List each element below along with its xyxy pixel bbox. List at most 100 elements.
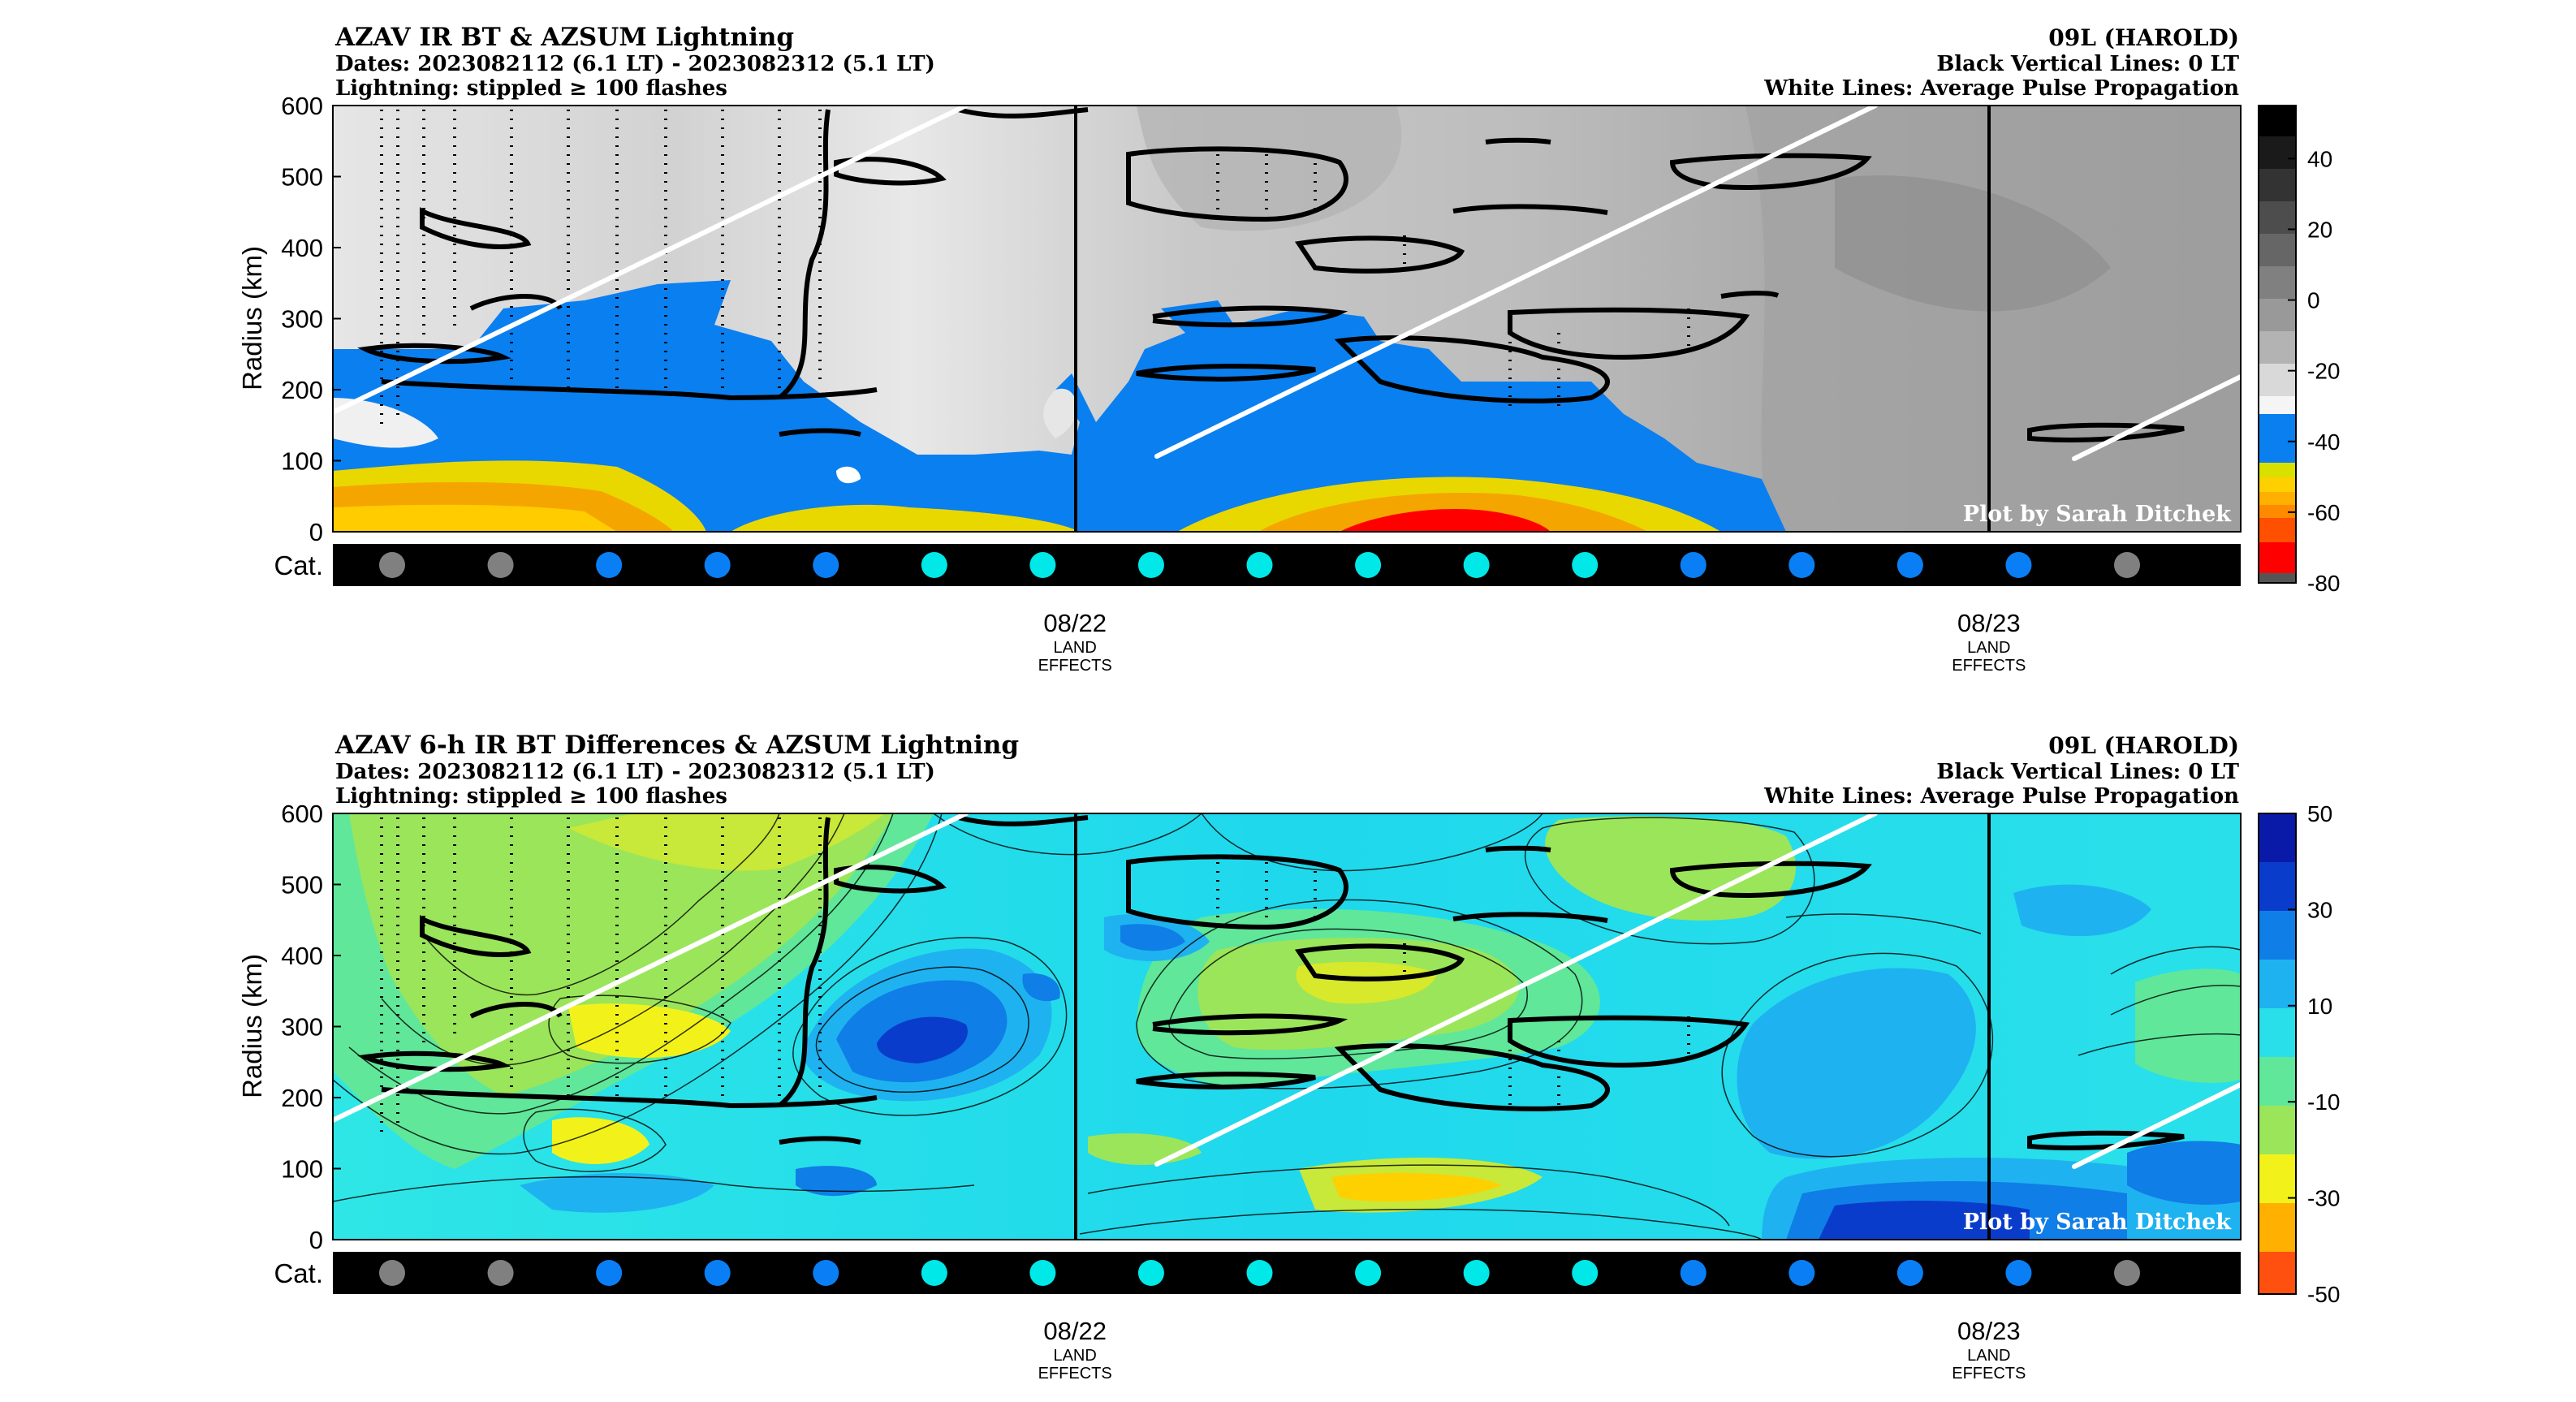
storm-name: 09L (HAROLD) [2048, 732, 2239, 759]
category-dot [1680, 552, 1707, 578]
category-dot [487, 1260, 514, 1286]
category-dot [1355, 552, 1382, 578]
colorbar-tick-label: 20 [2307, 217, 2332, 242]
x-tick-sublabel: EFFECTS [1038, 657, 1112, 675]
colorbar-tick-label: -60 [2307, 500, 2340, 525]
category-dot [2114, 552, 2140, 578]
y-tick-label: 200 [281, 1084, 323, 1112]
category-dots [379, 1260, 2140, 1286]
lightning-note: Lightning: stippled ≥ 100 flashes [335, 784, 727, 809]
chart-title: AZAV IR BT & AZSUM Lightning [334, 23, 794, 52]
y-tick-label: 600 [281, 92, 323, 120]
lightning-note: Lightning: stippled ≥ 100 flashes [335, 76, 727, 101]
colorbar-tick-label: -10 [2307, 1089, 2340, 1115]
chart-title: AZAV 6-h IR BT Differences & AZSUM Light… [334, 731, 1019, 760]
category-dot [1572, 552, 1599, 578]
category-dot [1029, 552, 1056, 578]
category-dot [596, 1260, 623, 1286]
cat-label: Cat. [274, 1258, 323, 1288]
category-dot [379, 552, 405, 578]
category-dot [487, 552, 514, 578]
category-dot [813, 552, 839, 578]
colorbar: 40 20 0 -20 -40 -60 -80 [2258, 105, 2340, 596]
category-dot [921, 1260, 947, 1286]
x-tick-sublabel: LAND [1967, 1347, 2010, 1365]
y-tick-label: 300 [281, 305, 323, 334]
category-dot [1572, 1260, 1599, 1286]
dates-text: Dates: 2023082112 (6.1 LT) - 2023082312 … [335, 760, 935, 784]
y-tick-label: 600 [281, 800, 323, 828]
colorbar: 50 30 10 -10 -30 -50 [2258, 801, 2340, 1307]
y-tick-label: 500 [281, 163, 323, 192]
white-lines-note: White Lines: Average Pulse Propagation [1763, 76, 2239, 101]
panel-ir-bt: AZAV IR BT & AZSUM Lightning Dates: 2023… [237, 23, 2340, 675]
black-lines-note: Black Vertical Lines: 0 LT [1936, 760, 2239, 784]
x-tick-sublabel: LAND [1053, 1347, 1096, 1365]
category-dot [596, 552, 623, 578]
category-dot [1789, 1260, 1815, 1286]
x-tick-label: 08/22 [1043, 1317, 1107, 1345]
x-tick-label: 08/23 [1957, 1317, 2021, 1345]
category-dot [1463, 1260, 1490, 1286]
x-tick-sublabel: EFFECTS [1038, 1365, 1112, 1383]
y-tick-label: 300 [281, 1013, 323, 1042]
category-dot [2005, 1260, 2032, 1286]
x-tick-label: 08/22 [1043, 609, 1107, 637]
black-lines-note: Black Vertical Lines: 0 LT [1936, 52, 2239, 76]
colorbar-tick-label: -50 [2307, 1282, 2340, 1307]
ir-bt-difference-field: Plot by Sarah Ditchek [333, 813, 2241, 1240]
y-tick-label: 100 [281, 447, 323, 476]
y-tick-label: 0 [309, 518, 323, 546]
category-dot [1680, 1260, 1707, 1286]
panel-ir-bt-differences: AZAV 6-h IR BT Differences & AZSUM Light… [237, 731, 2340, 1383]
x-tick-sublabel: LAND [1967, 639, 2010, 657]
y-tick-label: 400 [281, 234, 323, 262]
category-dot [921, 552, 947, 578]
category-dot [1896, 1260, 1923, 1286]
colorbar-tick-label: 0 [2307, 288, 2320, 313]
category-dot [1246, 1260, 1273, 1286]
x-tick-sublabel: EFFECTS [1952, 657, 2026, 675]
category-dot [1463, 552, 1490, 578]
category-dot [704, 1260, 731, 1286]
colorbar-tick-label: 10 [2307, 994, 2332, 1019]
colorbar-tick-label: 40 [2307, 146, 2332, 171]
category-dot [1789, 552, 1815, 578]
dates-text: Dates: 2023082112 (6.1 LT) - 2023082312 … [335, 52, 935, 76]
y-axis-label: Radius (km) [237, 246, 267, 390]
category-dot [1137, 552, 1164, 578]
colorbar-tick-label: 30 [2307, 897, 2332, 922]
category-dot [1029, 1260, 1056, 1286]
storm-name: 09L (HAROLD) [2048, 24, 2239, 51]
category-dot [1896, 552, 1923, 578]
category-dot [2114, 1260, 2140, 1286]
category-dot [704, 552, 731, 578]
y-axis: 0 100 200 300 400 500 600 [281, 800, 341, 1254]
x-tick-sublabel: EFFECTS [1952, 1365, 2026, 1383]
y-axis-label: Radius (km) [237, 954, 267, 1098]
cat-label: Cat. [274, 550, 323, 580]
y-tick-label: 0 [309, 1226, 323, 1254]
colorbar-tick-label: -40 [2307, 429, 2340, 455]
category-dot [813, 1260, 839, 1286]
y-tick-label: 200 [281, 376, 323, 404]
category-dots [379, 552, 2140, 578]
y-tick-labels: 0 100 200 300 400 500 600 [281, 800, 341, 1254]
colorbar-tick-label: -80 [2307, 571, 2340, 596]
colorbar-tick-label: 50 [2307, 801, 2332, 826]
white-lines-note: White Lines: Average Pulse Propagation [1763, 784, 2239, 809]
y-tick-labels: 0 100 200 300 400 500 600 [281, 92, 341, 546]
credit-text: Plot by Sarah Ditchek [1963, 1210, 2233, 1235]
y-tick-label: 500 [281, 871, 323, 899]
credit-text: Plot by Sarah Ditchek [1963, 502, 2233, 527]
category-dot [1246, 552, 1273, 578]
y-axis: 0 100 200 300 400 500 600 [281, 92, 341, 546]
category-dot [1137, 1260, 1164, 1286]
x-tick-label: 08/23 [1957, 609, 2021, 637]
category-dot [2005, 552, 2032, 578]
category-dot [1355, 1260, 1382, 1286]
x-tick-sublabel: LAND [1053, 639, 1096, 657]
